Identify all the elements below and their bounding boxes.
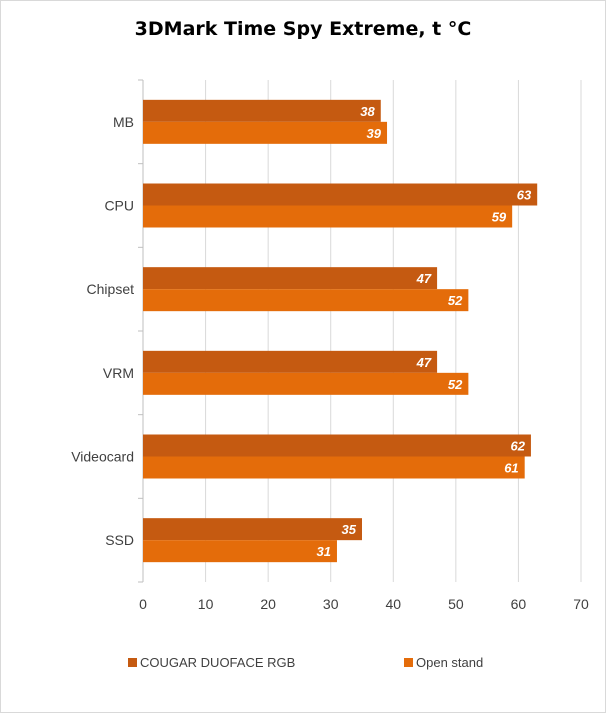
category-label: VRM [103,365,134,381]
x-tick-label: 10 [198,596,214,612]
bar [143,267,438,290]
legend-entry-label: Open stand [416,655,483,670]
category-label: Chipset [87,281,135,297]
bar [143,540,337,563]
bar [143,518,362,541]
x-tick-label: 40 [385,596,401,612]
bar [143,350,438,373]
bar [143,205,513,228]
legend-entry-label: COUGAR DUOFACE RGB [140,655,295,670]
data-label: 59 [492,210,507,225]
x-tick-label: 0 [139,596,147,612]
data-label: 52 [448,377,463,392]
data-label: 63 [517,188,532,203]
x-tick-label: 50 [448,596,464,612]
x-tick-label: 20 [260,596,276,612]
legend-swatch [128,658,137,667]
data-label: 47 [416,355,432,370]
category-label: Videocard [71,449,134,465]
data-label: 31 [317,544,331,559]
data-label: 39 [367,126,382,141]
data-label: 62 [510,439,525,454]
legend-swatch [404,658,413,667]
data-label: 47 [416,271,432,286]
x-tick-label: 60 [511,596,527,612]
bar [143,289,469,312]
category-label: MB [113,114,134,130]
data-label: 52 [448,293,463,308]
x-tick-label: 70 [573,596,589,612]
data-label: 38 [360,104,375,119]
chart-title: 3DMark Time Spy Extreme, t °C [134,18,472,40]
bar [143,121,388,144]
bar [143,183,538,206]
category-label: SSD [105,532,134,548]
category-label: CPU [104,198,134,214]
bar [143,372,469,395]
data-label: 61 [504,461,518,476]
bar [143,99,381,122]
x-tick-label: 30 [323,596,339,612]
bar [143,456,525,479]
bar [143,434,531,457]
data-label: 35 [342,522,357,537]
